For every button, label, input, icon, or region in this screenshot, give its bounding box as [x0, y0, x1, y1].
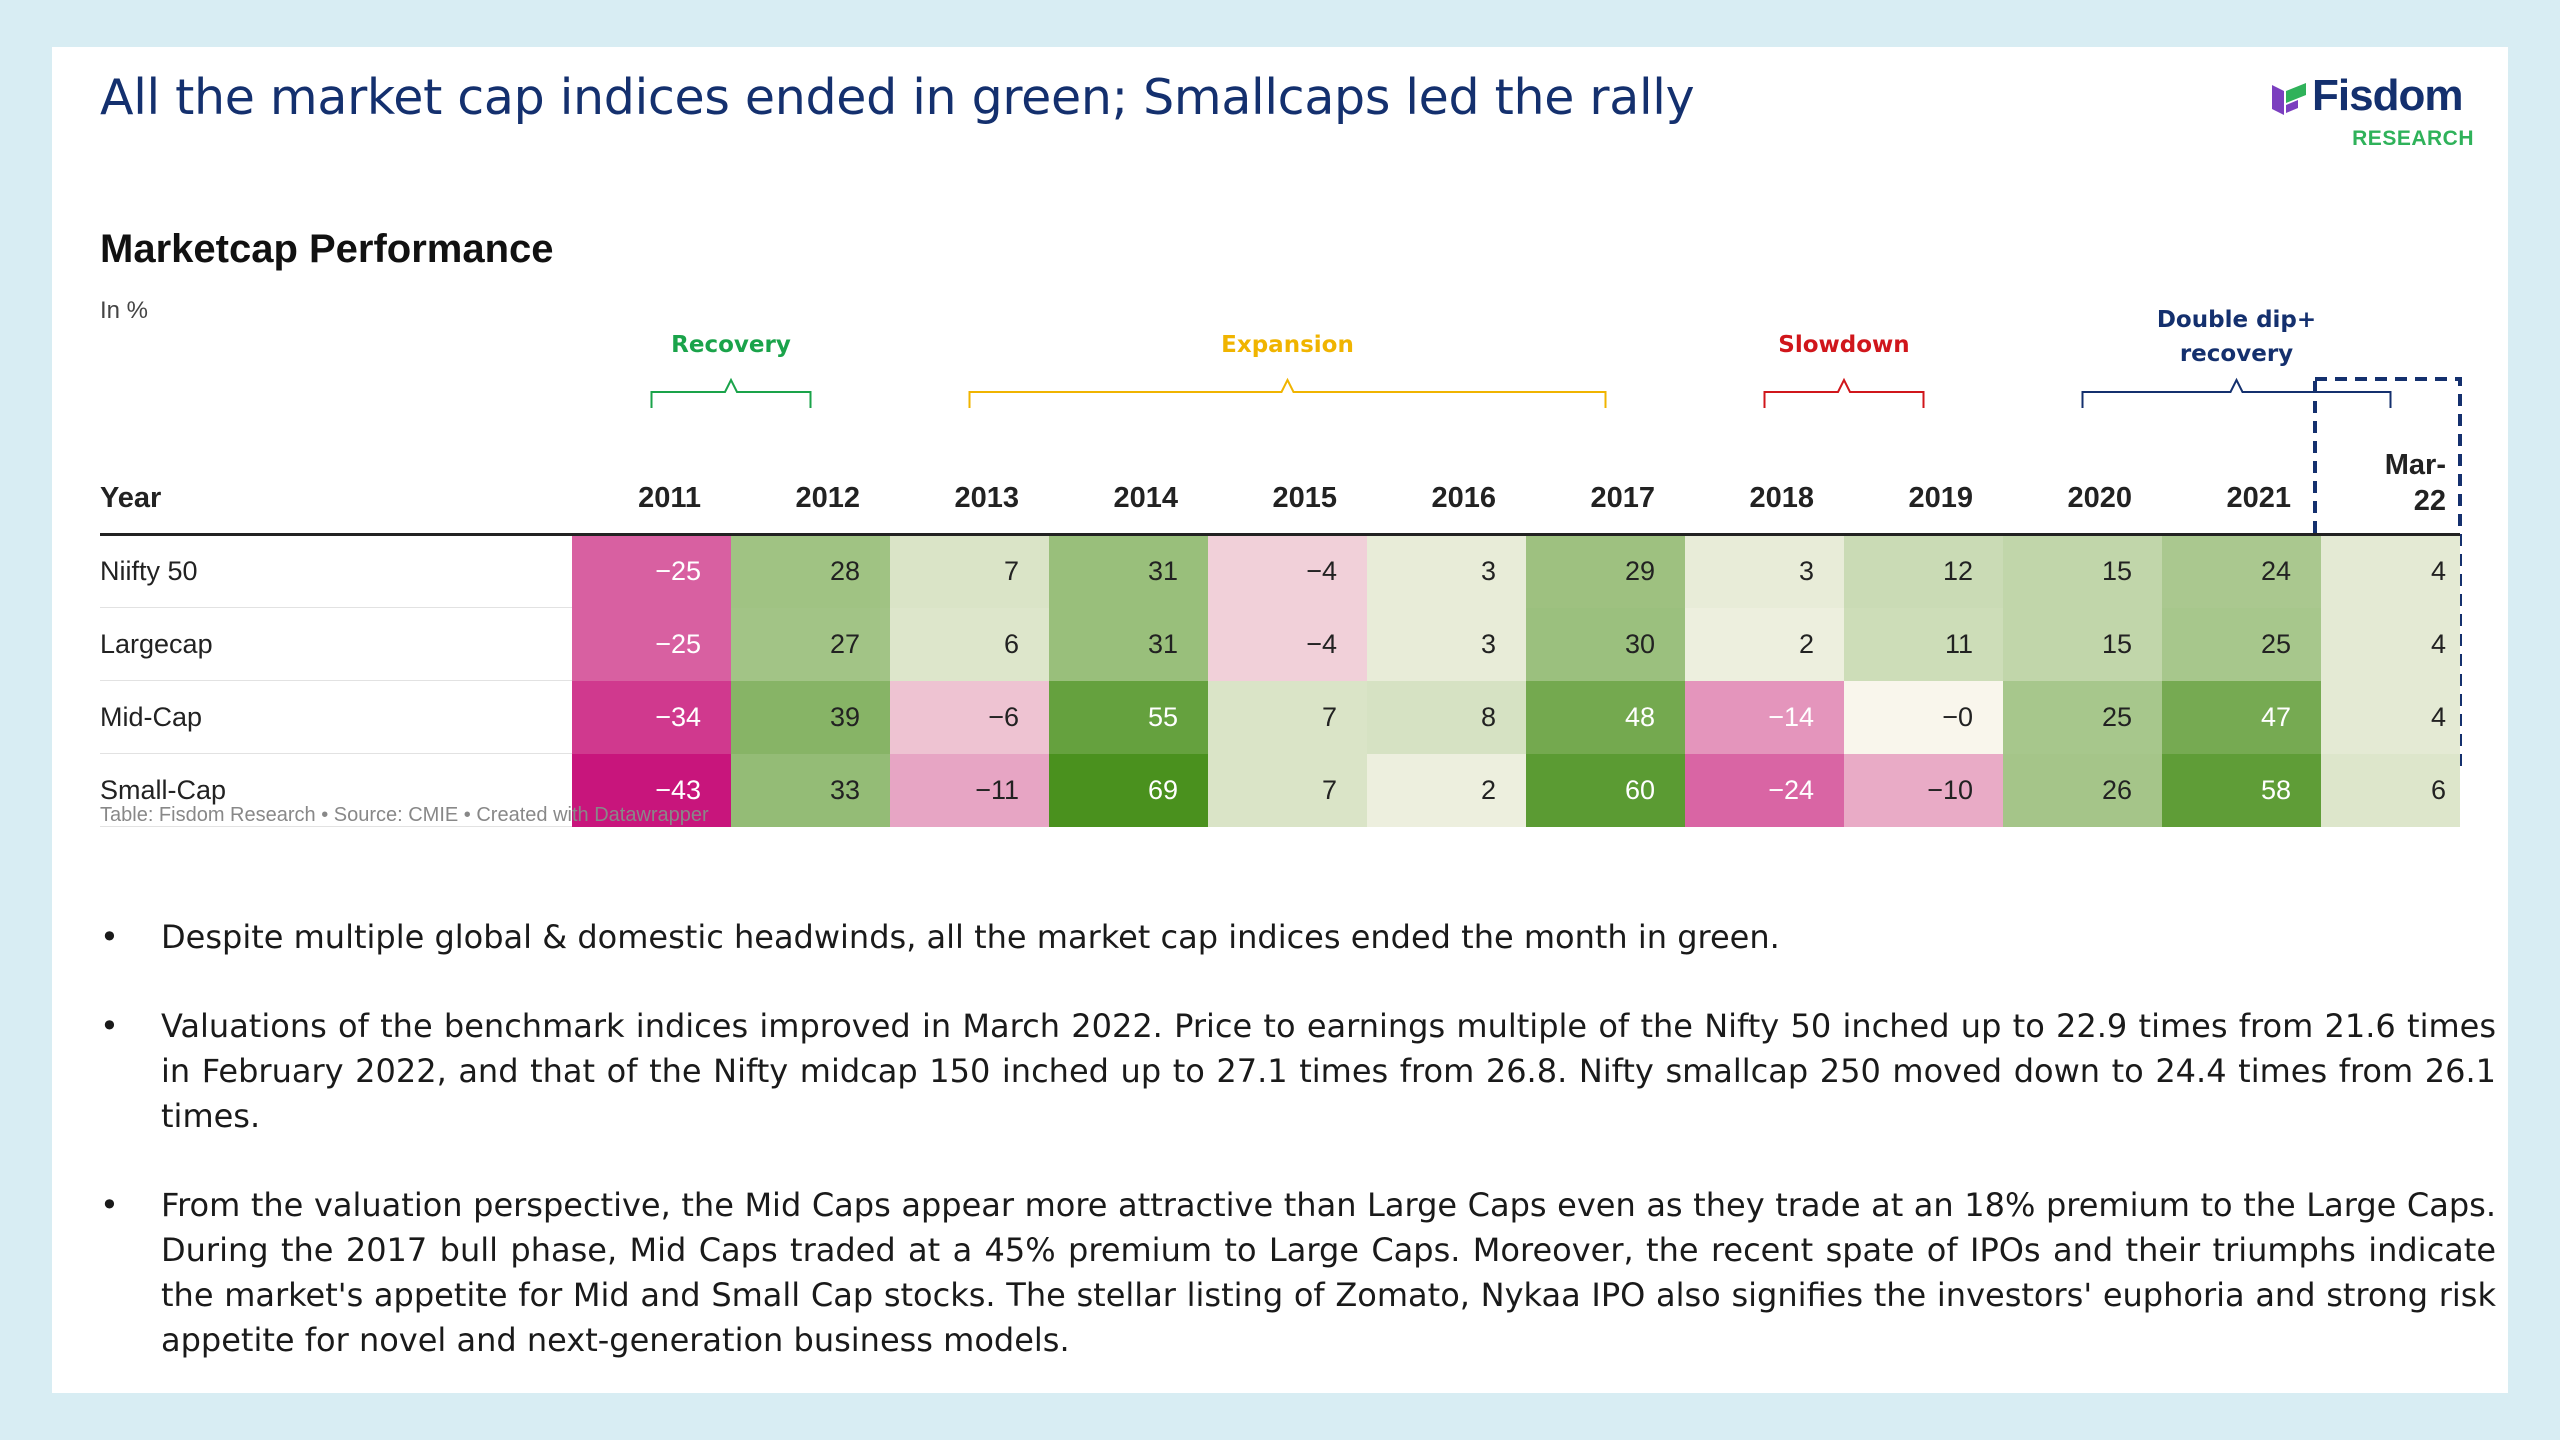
heatmap-cell: 24: [2162, 534, 2321, 608]
heatmap-cell: 8: [1367, 680, 1526, 754]
row-label: Largecap: [100, 607, 572, 681]
heatmap-cell: 31: [1049, 534, 1208, 608]
phase-bracket: [1763, 377, 1925, 408]
page-title: All the market cap indices ended in gree…: [100, 69, 1695, 126]
bullet-marker: •: [100, 1186, 119, 1224]
column-header: 2019: [1844, 447, 2003, 536]
table-row: Largecap −25 27 6 31 −4 3 30 2 11 15 25 4: [100, 607, 2460, 681]
bullet-item: • Valuations of the benchmark indices imp…: [100, 1004, 2496, 1139]
heatmap-cell: 33: [731, 753, 890, 827]
table-row: Niifty 50 −25 28 7 31 −4 3 29 3 12 15 24 4: [100, 534, 2460, 608]
heatmap-cell: −4: [1208, 607, 1367, 681]
bullet-item: • Despite multiple global & domestic head…: [100, 915, 2496, 960]
heatmap-cell: −10: [1844, 753, 2003, 827]
fisdom-logo: Fisdom RESEARCH: [2254, 63, 2474, 153]
phase-bracket: [2081, 377, 2392, 408]
column-header: 2013: [890, 447, 1049, 536]
bullet-marker: •: [100, 918, 119, 956]
heatmap-cell: 3: [1685, 534, 1844, 608]
heatmap-cell: 29: [1526, 534, 1685, 608]
heatmap-cell: 15: [2003, 534, 2162, 608]
heatmap-cell: 2: [1685, 607, 1844, 681]
heatmap-cell: 12: [1844, 534, 2003, 608]
table-row: Mid-Cap −34 39 −6 55 7 8 48 −14 −0 25 47 4: [100, 680, 2460, 754]
heatmap-cell: 47: [2162, 680, 2321, 754]
phase-label: Slowdown: [1778, 332, 1909, 358]
heatmap-cell: 4: [2321, 534, 2460, 608]
heatmap-table: Year 2011 2012 2013 2014 2015 2016 2017 2018 2019…: [100, 447, 2460, 827]
column-header: 2017: [1526, 447, 1685, 536]
logo-name: Fisdom: [2312, 71, 2463, 120]
column-header: 2014: [1049, 447, 1208, 536]
heatmap-cell: 3: [1367, 607, 1526, 681]
slide: All the market cap indices ended in gree…: [52, 47, 2508, 1393]
table-row: Small-Cap −43 33 −11 69 7 2 60 −24 −10 26 58 6: [100, 753, 2460, 827]
row-label: Mid-Cap: [100, 680, 572, 754]
row-label: Niifty 50: [100, 534, 572, 608]
heatmap-cell: 26: [2003, 753, 2162, 827]
column-header: 2020: [2003, 447, 2162, 536]
heatmap-cell: 25: [2162, 607, 2321, 681]
heatmap-cell: 7: [1208, 753, 1367, 827]
column-header: 2015: [1208, 447, 1367, 536]
bullet-marker: •: [100, 1007, 119, 1045]
heatmap-cell: 58: [2162, 753, 2321, 827]
heatmap-cell: 7: [890, 534, 1049, 608]
source-line: Table: Fisdom Research • Source: CMIE • …: [100, 804, 709, 826]
column-header: 2012: [731, 447, 890, 536]
column-header: 2011: [572, 447, 731, 536]
bullet-item: • From the valuation perspective, the Mid…: [100, 1183, 2496, 1363]
heatmap-cell: 25: [2003, 680, 2162, 754]
phase-label: Expansion: [1221, 332, 1354, 358]
header-row: Year 2011 2012 2013 2014 2015 2016 2017 2018 2019…: [100, 447, 2460, 536]
heatmap-cell: 7: [1208, 680, 1367, 754]
heatmap-cell: 15: [2003, 607, 2162, 681]
phase-label: Double dip+ recovery: [2157, 307, 2316, 367]
heatmap-cell: 39: [731, 680, 890, 754]
heatmap-cell: −0: [1844, 680, 2003, 754]
bullet-list: • Despite multiple global & domestic head…: [100, 915, 2496, 1407]
column-header: 2018: [1685, 447, 1844, 536]
chart-title: Marketcap Performance: [100, 227, 554, 271]
heatmap-cell: −25: [572, 534, 731, 608]
row-label: Small-Cap: [100, 753, 572, 827]
phase-bracket: [968, 377, 1607, 408]
heatmap-cell: −25: [572, 607, 731, 681]
heatmap-cell: 28: [731, 534, 890, 608]
heatmap-cell: −24: [1685, 753, 1844, 827]
chart-subtitle: In %: [100, 297, 149, 324]
column-header: 2016: [1367, 447, 1526, 536]
heatmap-cell: −6: [890, 680, 1049, 754]
column-header: 2021: [2162, 447, 2321, 536]
heatmap-cell: 2: [1367, 753, 1526, 827]
bullet-text: From the valuation perspective, the Mid …: [161, 1186, 2496, 1359]
heatmap-cell: 69: [1049, 753, 1208, 827]
heatmap-cell: −34: [572, 680, 731, 754]
heatmap-cell: −14: [1685, 680, 1844, 754]
heatmap-cell: 6: [890, 607, 1049, 681]
bullet-text: Despite multiple global & domestic headw…: [161, 918, 1780, 956]
heatmap-table-wrap: Year 2011 2012 2013 2014 2015 2016 2017 2018 2019…: [100, 447, 2460, 827]
heatmap-cell: 4: [2321, 607, 2460, 681]
heatmap-cell: 60: [1526, 753, 1685, 827]
heatmap-cell: 3: [1367, 534, 1526, 608]
heatmap-cell: 55: [1049, 680, 1208, 754]
heatmap-cell: −43: [572, 753, 731, 827]
heatmap-cell: −4: [1208, 534, 1367, 608]
heatmap-cell: 30: [1526, 607, 1685, 681]
heatmap-cell: 31: [1049, 607, 1208, 681]
column-header: Mar- 22: [2321, 447, 2460, 536]
header-label: Year: [100, 447, 572, 536]
heatmap-cell: 4: [2321, 680, 2460, 754]
phase-bracket: [650, 377, 812, 408]
logo-sub: RESEARCH: [2352, 127, 2474, 150]
heatmap-cell: 48: [1526, 680, 1685, 754]
phase-label: Recovery: [671, 332, 791, 358]
heatmap-cell: 27: [731, 607, 890, 681]
heatmap-cell: 11: [1844, 607, 2003, 681]
heatmap-cell: 6: [2321, 753, 2460, 827]
bullet-text: Valuations of the benchmark indices impr…: [161, 1007, 2496, 1135]
heatmap-cell: −11: [890, 753, 1049, 827]
fisdom-mark-icon: [2272, 83, 2306, 115]
